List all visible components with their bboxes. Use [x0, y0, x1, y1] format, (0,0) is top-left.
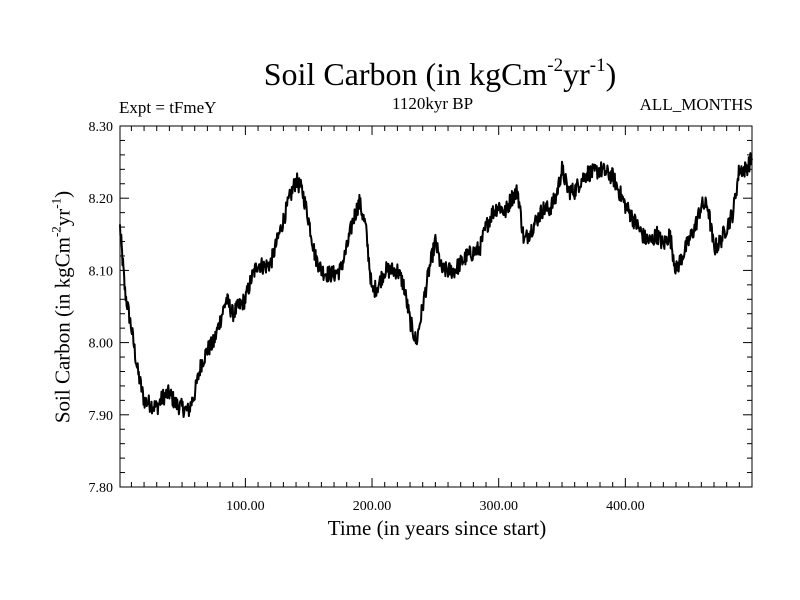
- x-axis-label: Time (in years since start): [327, 516, 547, 540]
- y-tick-label: 7.90: [89, 409, 114, 424]
- y-tick-label: 8.20: [89, 192, 114, 207]
- y-tick-label: 8.10: [89, 264, 114, 279]
- x-tick-label: 200.00: [353, 499, 392, 514]
- x-tick-label: 400.00: [606, 499, 645, 514]
- x-tick-label: 100.00: [226, 499, 265, 514]
- y-tick-label: 7.80: [89, 481, 114, 496]
- axis-ticks: [120, 125, 752, 488]
- months-label: ALL_MONTHS: [639, 95, 753, 114]
- plot-frame: [119, 125, 753, 488]
- y-tick-label: 8.00: [89, 337, 114, 352]
- period-label: 1120kyr BP: [392, 94, 474, 113]
- y-axis-label: Soil Carbon (in kgCm-2yr-1): [48, 190, 75, 424]
- experiment-label: Expt = tFmeY: [119, 98, 217, 117]
- chart-title: Soil Carbon (in kgCm-2yr-1): [263, 55, 617, 92]
- x-tick-label: 300.00: [479, 499, 518, 514]
- series-line-soil-carbon: [119, 152, 753, 418]
- y-tick-label: 8.30: [89, 120, 114, 135]
- tick-labels: 100.00 200.00 300.00 400.00 7.80 7.90 8.00 8.10…: [89, 120, 645, 514]
